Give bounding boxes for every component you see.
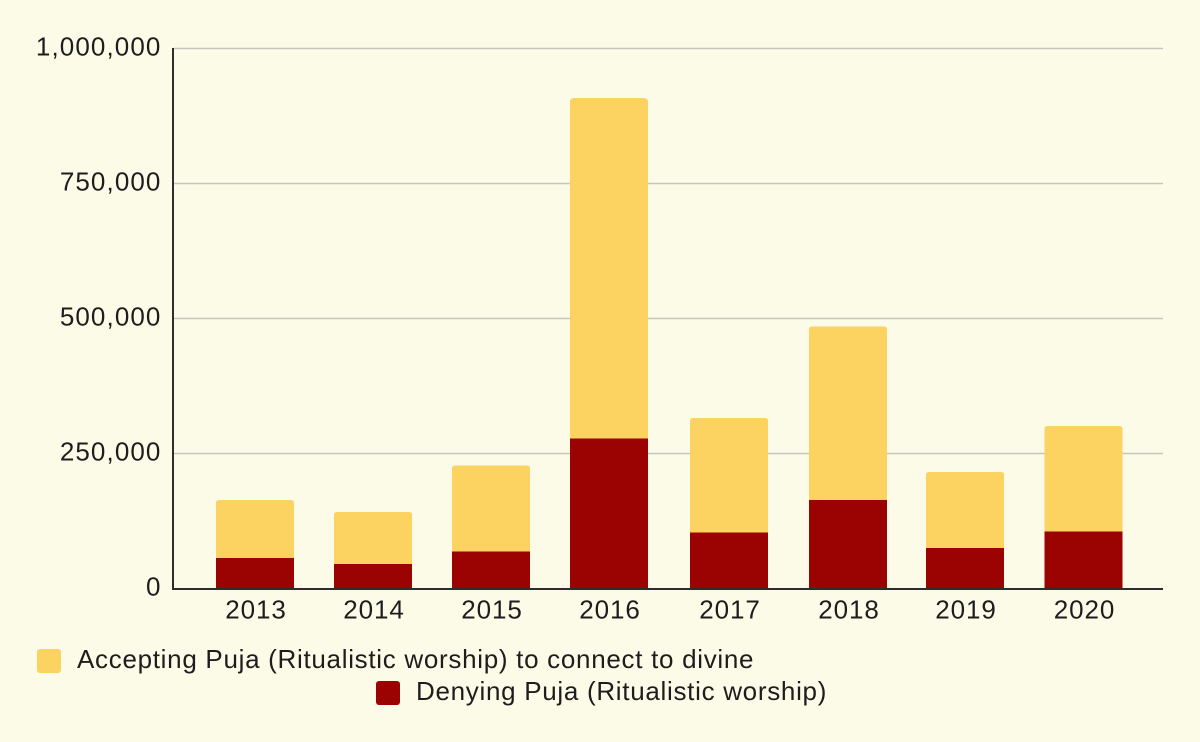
svg-text:2015: 2015 xyxy=(461,595,522,625)
svg-text:250,000: 250,000 xyxy=(60,437,162,467)
svg-text:2020: 2020 xyxy=(1054,595,1115,625)
svg-text:500,000: 500,000 xyxy=(60,302,162,332)
svg-text:2019: 2019 xyxy=(935,595,996,625)
svg-text:2018: 2018 xyxy=(818,595,879,625)
svg-text:Denying Puja (Ritualistic wors: Denying Puja (Ritualistic worship) xyxy=(416,676,827,706)
svg-text:1,000,000: 1,000,000 xyxy=(36,32,162,62)
svg-text:2016: 2016 xyxy=(579,595,640,625)
svg-text:750,000: 750,000 xyxy=(60,167,162,197)
svg-text:Accepting Puja (Ritualistic wo: Accepting Puja (Ritualistic worship) to … xyxy=(77,644,754,674)
svg-text:2014: 2014 xyxy=(343,595,404,625)
svg-text:2017: 2017 xyxy=(699,595,760,625)
svg-text:0: 0 xyxy=(146,572,162,602)
svg-text:2013: 2013 xyxy=(225,595,286,625)
